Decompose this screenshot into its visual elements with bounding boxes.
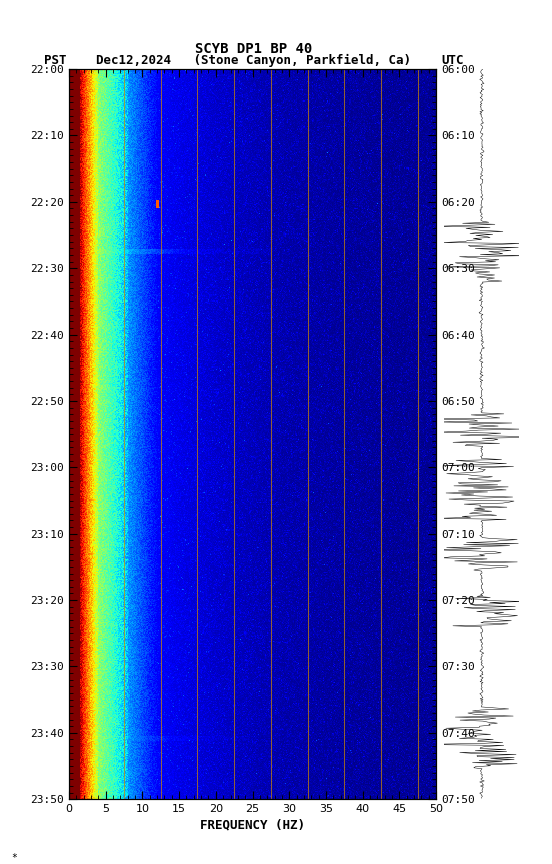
Text: SCYB DP1 BP 40: SCYB DP1 BP 40: [195, 42, 312, 56]
Text: Dec12,2024   (Stone Canyon, Parkfield, Ca): Dec12,2024 (Stone Canyon, Parkfield, Ca): [97, 54, 411, 67]
X-axis label: FREQUENCY (HZ): FREQUENCY (HZ): [200, 818, 305, 831]
Text: PST: PST: [44, 54, 67, 67]
Text: UTC: UTC: [442, 54, 464, 67]
Text: *: *: [11, 854, 17, 863]
